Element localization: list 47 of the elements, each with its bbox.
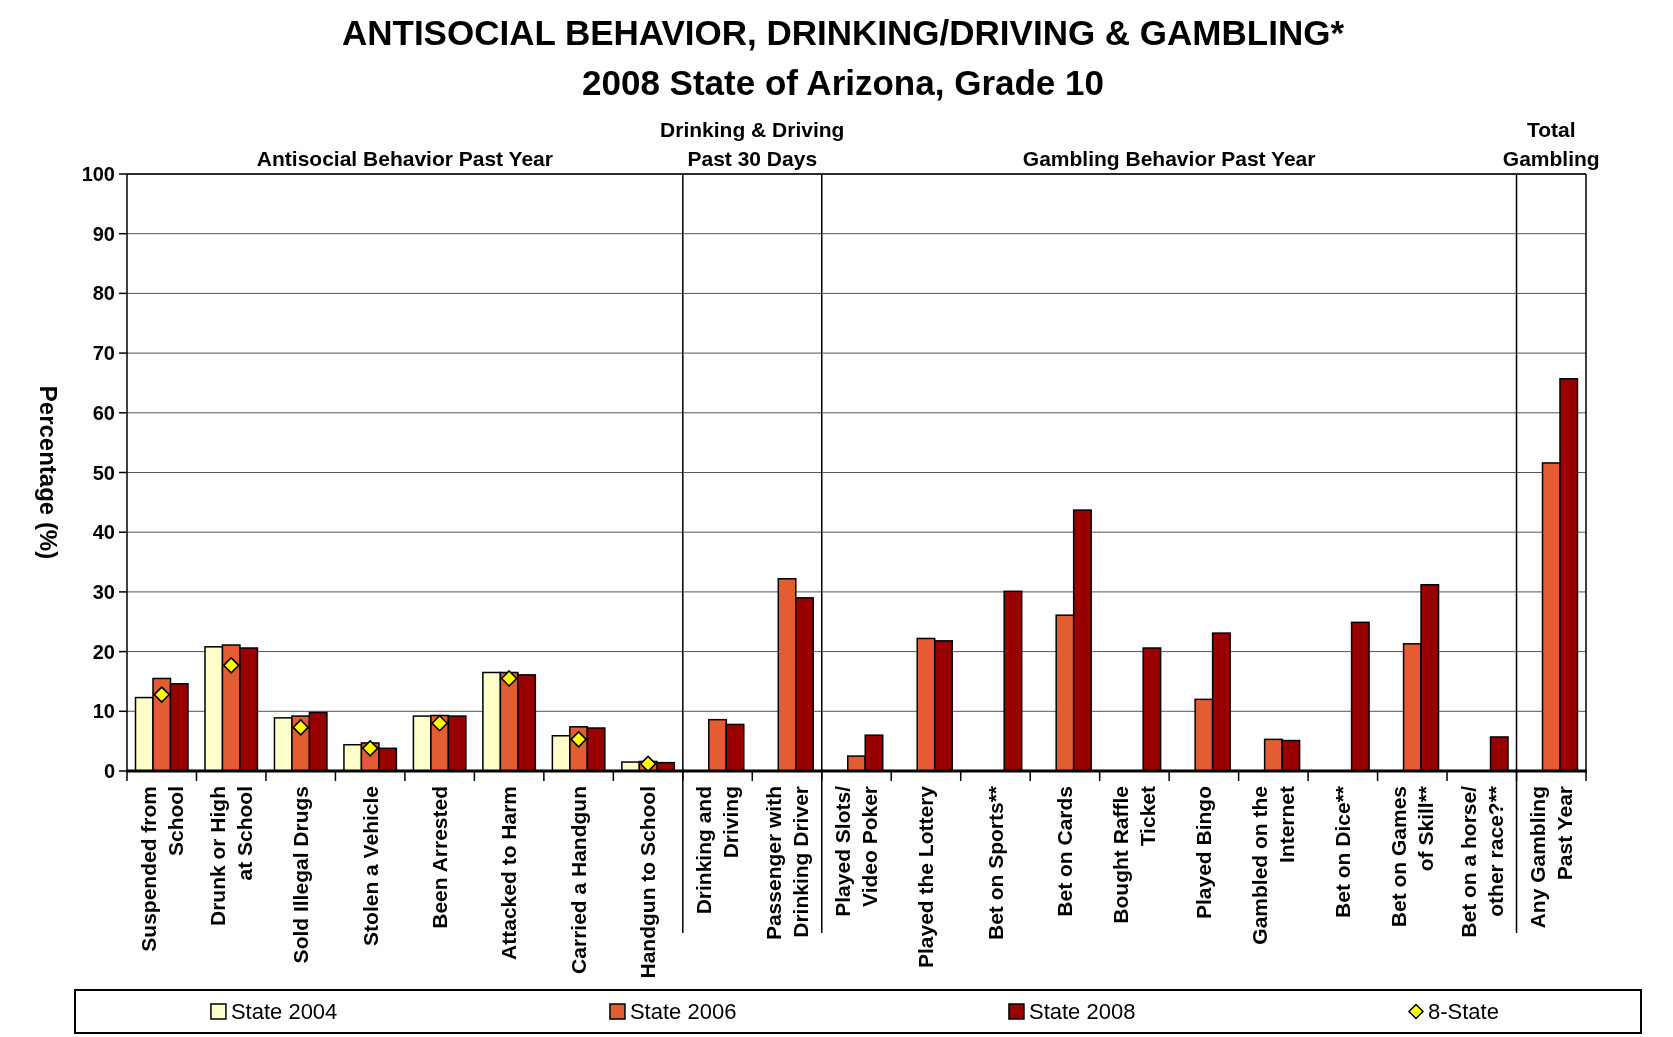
legend-label: 8-State (1427, 999, 1499, 1025)
point (222, 657, 240, 674)
x-tick-label: Bet on Games of Skill** (1387, 785, 1438, 928)
text: ANTISOCIAL BEHAVIOR, DRINKING/DRIVING & GAMBLING* (341, 13, 1345, 52)
x-tick-label: Suspended from School (136, 786, 187, 952)
y-tick-label: 20 (92, 640, 115, 663)
x-tick-label: Passenger with Drinking Driver (761, 786, 812, 941)
point (500, 670, 518, 687)
point (153, 686, 171, 703)
point (431, 714, 448, 732)
y-axis-title: Percentage (%) (34, 385, 62, 560)
y-tick-label: 100 (81, 163, 115, 185)
point (639, 755, 657, 773)
y-tick-label: 60 (92, 401, 115, 424)
x-tick-label: Played the Lottery (914, 785, 938, 969)
x-tick-label: Bet on Dice** (1331, 785, 1355, 918)
x-tick-label: Bet on Sports** (983, 785, 1007, 941)
y-tick-label: 30 (92, 580, 115, 603)
x-tick-label: Played Slots/ Video Poker (831, 785, 882, 917)
legend-label: State 2006 (629, 999, 737, 1025)
y-tick-label: 80 (92, 282, 115, 305)
legend-label: State 2008 (1028, 999, 1136, 1025)
y-tick-label: 70 (92, 342, 115, 365)
x-tick-label: Bought Raffle Ticket (1109, 786, 1160, 924)
x-tick-label: Gambled on the Internet (1248, 786, 1299, 945)
x-tick-label: Carried a Handgun (566, 786, 590, 974)
legend-label: State 2004 (230, 999, 338, 1025)
x-tick-label: Drunk or High at School (206, 786, 257, 926)
chart-title: Drinking & Driving Past 30 Days (660, 118, 845, 170)
chart-title: Antisocial Behavior Past Year (256, 147, 553, 170)
x-tick-label: Attacked to Harm (497, 786, 521, 960)
y-tick-label: 90 (92, 222, 115, 245)
y-tick-label: 10 (92, 700, 115, 723)
y-tick-label: 40 (92, 521, 115, 544)
x-tick-label: Handgun to School (636, 786, 660, 979)
chart-title: Total Gambling (1502, 118, 1600, 170)
x-tick-label: Played Bingo (1192, 786, 1216, 920)
x-tick-label: Stolen a Vehicle (358, 786, 382, 946)
y-tick-label: 0 (103, 760, 115, 782)
text: 2008 State of Arizona, Grade 10 (582, 63, 1104, 102)
x-tick-label: Drinking and Driving (692, 786, 743, 915)
x-tick-label: Been Arrested (427, 786, 451, 929)
chart-title: Gambling Behavior Past Year (1022, 147, 1316, 170)
y-tick-label: 50 (92, 461, 115, 484)
x-tick-label: Bet on Cards (1053, 786, 1077, 917)
point (292, 719, 309, 736)
x-tick-label: Sold Illegal Drugs (289, 786, 313, 964)
